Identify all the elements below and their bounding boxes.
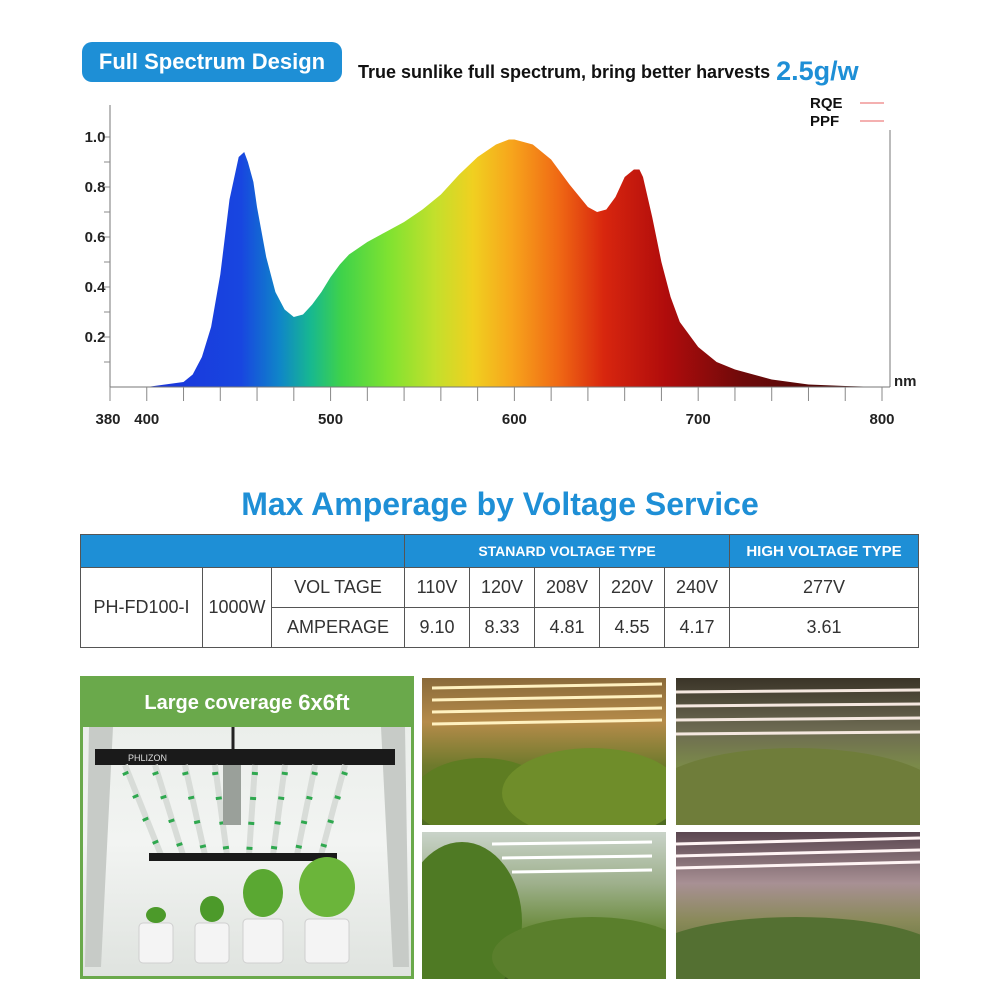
legend-label: RQE: [810, 95, 843, 112]
grow-room-photo-4: [676, 832, 920, 979]
high-voltage-header: HIGH VOLTAGE TYPE: [729, 534, 919, 568]
amperage-row-label: AMPERAGE: [271, 607, 405, 648]
model-cell: PH-FD100-I: [80, 567, 203, 648]
header-blank-cell: [80, 534, 405, 568]
y-tick-label: 1.0: [85, 129, 106, 146]
full-spectrum-badge: Full Spectrum Design: [82, 42, 342, 82]
light-bottom-bar: [149, 853, 337, 861]
x-tick-label: 600: [502, 411, 527, 428]
tagline: True sunlike full spectrum, bring better…: [358, 54, 859, 86]
high-voltage-cell: 277V: [729, 567, 919, 608]
amperage-cell: 9.10: [404, 607, 470, 648]
grow-room-photo-4-art: [676, 836, 920, 979]
section-title: Max Amperage by Voltage Service: [241, 486, 759, 522]
grow-room-photo-1: [422, 678, 666, 825]
coverage-size: 6x6ft: [298, 690, 350, 715]
grow-room-photo-3: [422, 832, 666, 979]
brand-logo: PHLIZON: [128, 753, 167, 763]
grow-room-photo-3-art: [422, 840, 666, 979]
amperage-cell: 4.81: [534, 607, 600, 648]
grow-light-drawing: PHLIZON: [85, 727, 409, 967]
driver-box: [223, 765, 241, 825]
x-tick-label: 800: [869, 411, 894, 428]
high-amperage-cell: 3.61: [729, 607, 919, 648]
plot-area: [110, 139, 882, 387]
voltage-row-label: VOL TAGE: [271, 567, 405, 608]
x-tick-label: 500: [318, 411, 343, 428]
y-tick-label: 0.4: [85, 279, 107, 296]
amperage-cell: 4.17: [664, 607, 730, 648]
amperage-table: STANARD VOLTAGE TYPE HIGH VOLTAGE TYPE P…: [80, 534, 919, 648]
voltage-cell: 240V: [664, 567, 730, 608]
voltage-cell: 220V: [599, 567, 665, 608]
light-top-bar: [95, 749, 395, 765]
spectrum-area: [110, 139, 882, 387]
table-row: AMPERAGE 9.10 8.33 4.81 4.55 4.17 3.61: [81, 607, 919, 648]
y-tick-label: 0.6: [85, 229, 106, 246]
grow-room-photo-1-art: [422, 682, 666, 825]
grow-room-photo-2: [676, 678, 920, 825]
voltage-cell: 120V: [469, 567, 535, 608]
amperage-cell: 4.55: [599, 607, 665, 648]
table-header-row: STANARD VOLTAGE TYPE HIGH VOLTAGE TYPE: [80, 534, 919, 568]
efficiency-highlight: 2.5g/w: [776, 56, 859, 86]
amperage-cell: 8.33: [469, 607, 535, 648]
plant-pots: [138, 857, 355, 964]
led-green-dots: [122, 770, 348, 857]
x-tick-label: 380: [95, 411, 120, 428]
led-strips: [122, 763, 348, 857]
coverage-banner: Large coverage 6x6ft: [83, 679, 411, 727]
x-tick-label: 700: [686, 411, 711, 428]
tagline-text: True sunlike full spectrum, bring better…: [358, 62, 771, 82]
y-tick-label: 0.2: [85, 329, 106, 346]
axes: 380 400 500 600 700 800 0.2 0.4 0.6 0.8 1.0 nm: [85, 105, 917, 428]
standard-voltage-header: STANARD VOLTAGE TYPE: [404, 534, 730, 568]
x-axis-unit-label: nm: [894, 373, 917, 390]
x-tick-label: 400: [134, 411, 159, 428]
spectrum-chart: 380 400 500 600 700 800 0.2 0.4 0.6 0.8 1.0 nm RQEP…: [85, 95, 917, 428]
legend-label: PPF: [810, 113, 839, 130]
right-frame-post: [381, 727, 409, 967]
voltage-cell: 208V: [534, 567, 600, 608]
y-tick-label: 0.8: [85, 179, 106, 196]
power-cell: 1000W: [202, 567, 272, 648]
grow-room-photo-2-art: [676, 688, 920, 825]
left-frame-post: [85, 727, 113, 967]
coverage-illustration: Large coverage 6x6ft PHLIZON: [80, 676, 414, 979]
coverage-label: Large coverage: [144, 691, 293, 714]
table-row: PH-FD100-I 1000W VOL TAGE 110V 120V 208V…: [80, 567, 919, 648]
voltage-cell: 110V: [404, 567, 470, 608]
